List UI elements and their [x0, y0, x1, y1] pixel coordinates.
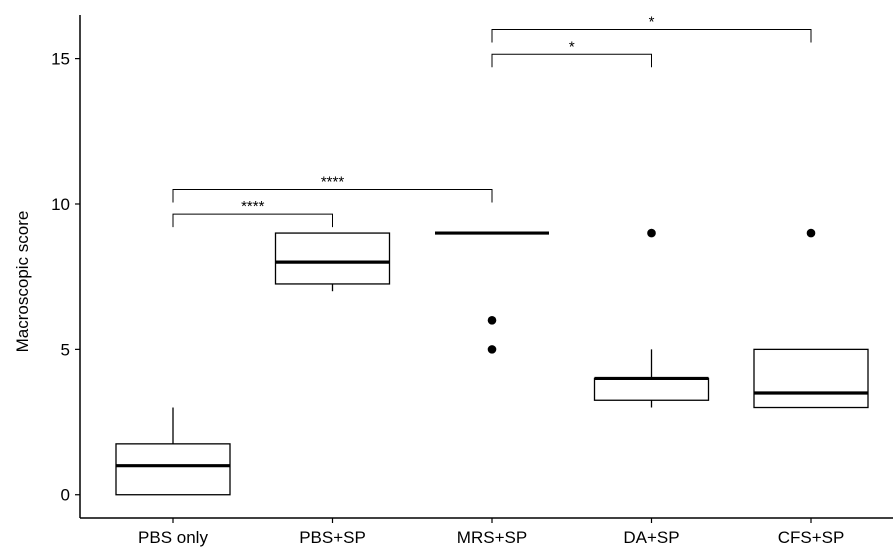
outlier-mrs-sp-1: [487, 345, 497, 354]
x-tick-label-pbs-sp: PBS+SP: [299, 528, 366, 547]
box-cfs-sp: [753, 348, 869, 409]
y-tick-label-10: 10: [51, 195, 70, 214]
box-pbs-sp: [274, 232, 391, 285]
box-da-sp: [593, 377, 710, 401]
y-tick-label-15: 15: [51, 50, 70, 69]
significance-label-3: *: [569, 38, 575, 55]
significance-bracket-1: [172, 213, 333, 228]
outlier-mrs-sp-2: [487, 315, 497, 325]
box-pbs-only: [115, 443, 231, 496]
x-tick-label-mrs-sp: MRS+SP: [457, 528, 527, 547]
significance-bracket-4: [491, 29, 812, 43]
y-tick-label-0: 0: [61, 486, 70, 505]
outlier-cfs-sp-1: [806, 228, 816, 238]
significance-label-4: *: [649, 14, 655, 31]
y-axis-title: Macroscopic score: [13, 211, 32, 353]
significance-bracket-3: [491, 53, 652, 68]
significance-bracket-2: [172, 188, 493, 203]
y-tick-label-5: 5: [61, 340, 70, 359]
significance-label-1: ****: [241, 198, 265, 215]
x-tick-label-pbs-only: PBS only: [138, 528, 208, 547]
outlier-da-sp-1: [647, 228, 656, 238]
x-tick-label-da-sp: DA+SP: [623, 528, 679, 547]
x-tick-label-cfs-sp: CFS+SP: [778, 528, 845, 547]
significance-label-2: ****: [321, 173, 345, 190]
